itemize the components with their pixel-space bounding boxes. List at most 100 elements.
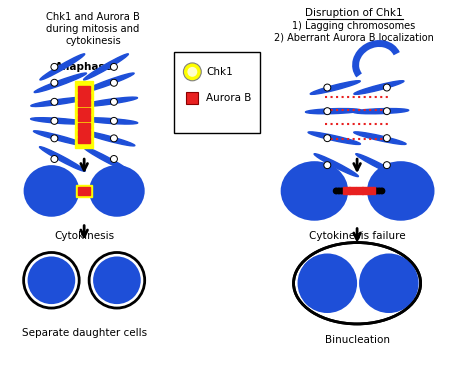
Ellipse shape <box>27 256 75 304</box>
Ellipse shape <box>356 154 400 177</box>
FancyBboxPatch shape <box>75 141 93 148</box>
Ellipse shape <box>31 118 88 124</box>
Ellipse shape <box>83 54 128 80</box>
Circle shape <box>383 84 390 91</box>
FancyBboxPatch shape <box>75 133 93 140</box>
Circle shape <box>324 162 331 169</box>
FancyBboxPatch shape <box>75 111 93 118</box>
Circle shape <box>374 188 379 194</box>
Ellipse shape <box>34 131 87 146</box>
Ellipse shape <box>83 147 129 171</box>
Circle shape <box>342 188 347 194</box>
Ellipse shape <box>82 73 134 93</box>
Text: Separate daughter cells: Separate daughter cells <box>22 328 147 338</box>
Circle shape <box>51 99 58 105</box>
Ellipse shape <box>24 165 79 217</box>
Ellipse shape <box>353 108 409 114</box>
Text: Cytokinesis: Cytokinesis <box>54 231 114 241</box>
Ellipse shape <box>298 254 357 313</box>
Ellipse shape <box>39 147 85 171</box>
FancyBboxPatch shape <box>75 81 93 88</box>
Circle shape <box>360 188 366 194</box>
Ellipse shape <box>310 81 360 94</box>
Text: Disruption of Chk1: Disruption of Chk1 <box>305 8 403 18</box>
FancyBboxPatch shape <box>78 100 90 106</box>
FancyBboxPatch shape <box>349 187 356 194</box>
FancyBboxPatch shape <box>368 187 375 194</box>
FancyBboxPatch shape <box>356 187 363 194</box>
Circle shape <box>334 188 339 194</box>
Text: Anaphase: Anaphase <box>55 62 113 72</box>
FancyBboxPatch shape <box>78 108 90 114</box>
Circle shape <box>51 135 58 142</box>
Circle shape <box>187 67 197 77</box>
Ellipse shape <box>80 118 137 124</box>
Circle shape <box>324 108 331 115</box>
FancyBboxPatch shape <box>78 115 90 121</box>
Text: Chk1: Chk1 <box>206 67 233 77</box>
Circle shape <box>366 188 371 194</box>
FancyBboxPatch shape <box>78 187 90 195</box>
FancyBboxPatch shape <box>78 86 90 92</box>
Ellipse shape <box>81 131 135 146</box>
Ellipse shape <box>281 161 348 221</box>
Ellipse shape <box>314 154 358 177</box>
Circle shape <box>363 188 369 194</box>
FancyBboxPatch shape <box>75 118 93 125</box>
Ellipse shape <box>31 97 88 107</box>
Ellipse shape <box>293 242 420 324</box>
Circle shape <box>355 188 361 194</box>
Ellipse shape <box>40 54 85 80</box>
FancyBboxPatch shape <box>75 89 93 96</box>
Circle shape <box>376 188 382 194</box>
Circle shape <box>110 135 118 142</box>
FancyBboxPatch shape <box>75 126 93 133</box>
Text: Chk1 and Aurora B
during mitosis and
cytokinesis: Chk1 and Aurora B during mitosis and cyt… <box>46 12 140 45</box>
Circle shape <box>371 188 377 194</box>
FancyBboxPatch shape <box>174 52 260 133</box>
Text: Binucleation: Binucleation <box>325 335 390 345</box>
Ellipse shape <box>367 161 435 221</box>
Text: 1) Lagging chromosomes
2) Aberrant Aurora B localization: 1) Lagging chromosomes 2) Aberrant Auror… <box>274 21 434 43</box>
Text: Aurora B: Aurora B <box>206 93 252 103</box>
Circle shape <box>368 188 374 194</box>
Circle shape <box>110 79 118 86</box>
FancyBboxPatch shape <box>78 137 90 143</box>
Ellipse shape <box>93 256 141 304</box>
FancyBboxPatch shape <box>186 92 198 104</box>
Circle shape <box>324 135 331 142</box>
Circle shape <box>110 63 118 70</box>
Ellipse shape <box>308 132 360 145</box>
Circle shape <box>51 63 58 70</box>
Circle shape <box>110 155 118 162</box>
Circle shape <box>183 63 201 81</box>
Circle shape <box>383 135 390 142</box>
FancyBboxPatch shape <box>78 130 90 136</box>
FancyBboxPatch shape <box>343 187 350 194</box>
Ellipse shape <box>81 97 137 107</box>
Circle shape <box>347 188 353 194</box>
Circle shape <box>352 188 358 194</box>
Circle shape <box>344 188 350 194</box>
Circle shape <box>110 99 118 105</box>
FancyBboxPatch shape <box>78 123 90 128</box>
Circle shape <box>324 84 331 91</box>
FancyBboxPatch shape <box>76 185 92 197</box>
FancyBboxPatch shape <box>362 187 369 194</box>
Ellipse shape <box>354 132 406 145</box>
Circle shape <box>110 117 118 124</box>
Circle shape <box>383 108 390 115</box>
Ellipse shape <box>89 165 145 217</box>
Circle shape <box>336 188 342 194</box>
Circle shape <box>51 79 58 86</box>
Circle shape <box>51 155 58 162</box>
Circle shape <box>350 188 355 194</box>
Ellipse shape <box>34 73 86 93</box>
Text: Cytokinesis failure: Cytokinesis failure <box>309 231 405 241</box>
Circle shape <box>383 162 390 169</box>
FancyBboxPatch shape <box>75 96 93 103</box>
FancyBboxPatch shape <box>78 93 90 99</box>
Circle shape <box>51 117 58 124</box>
Circle shape <box>379 188 385 194</box>
Circle shape <box>339 188 345 194</box>
